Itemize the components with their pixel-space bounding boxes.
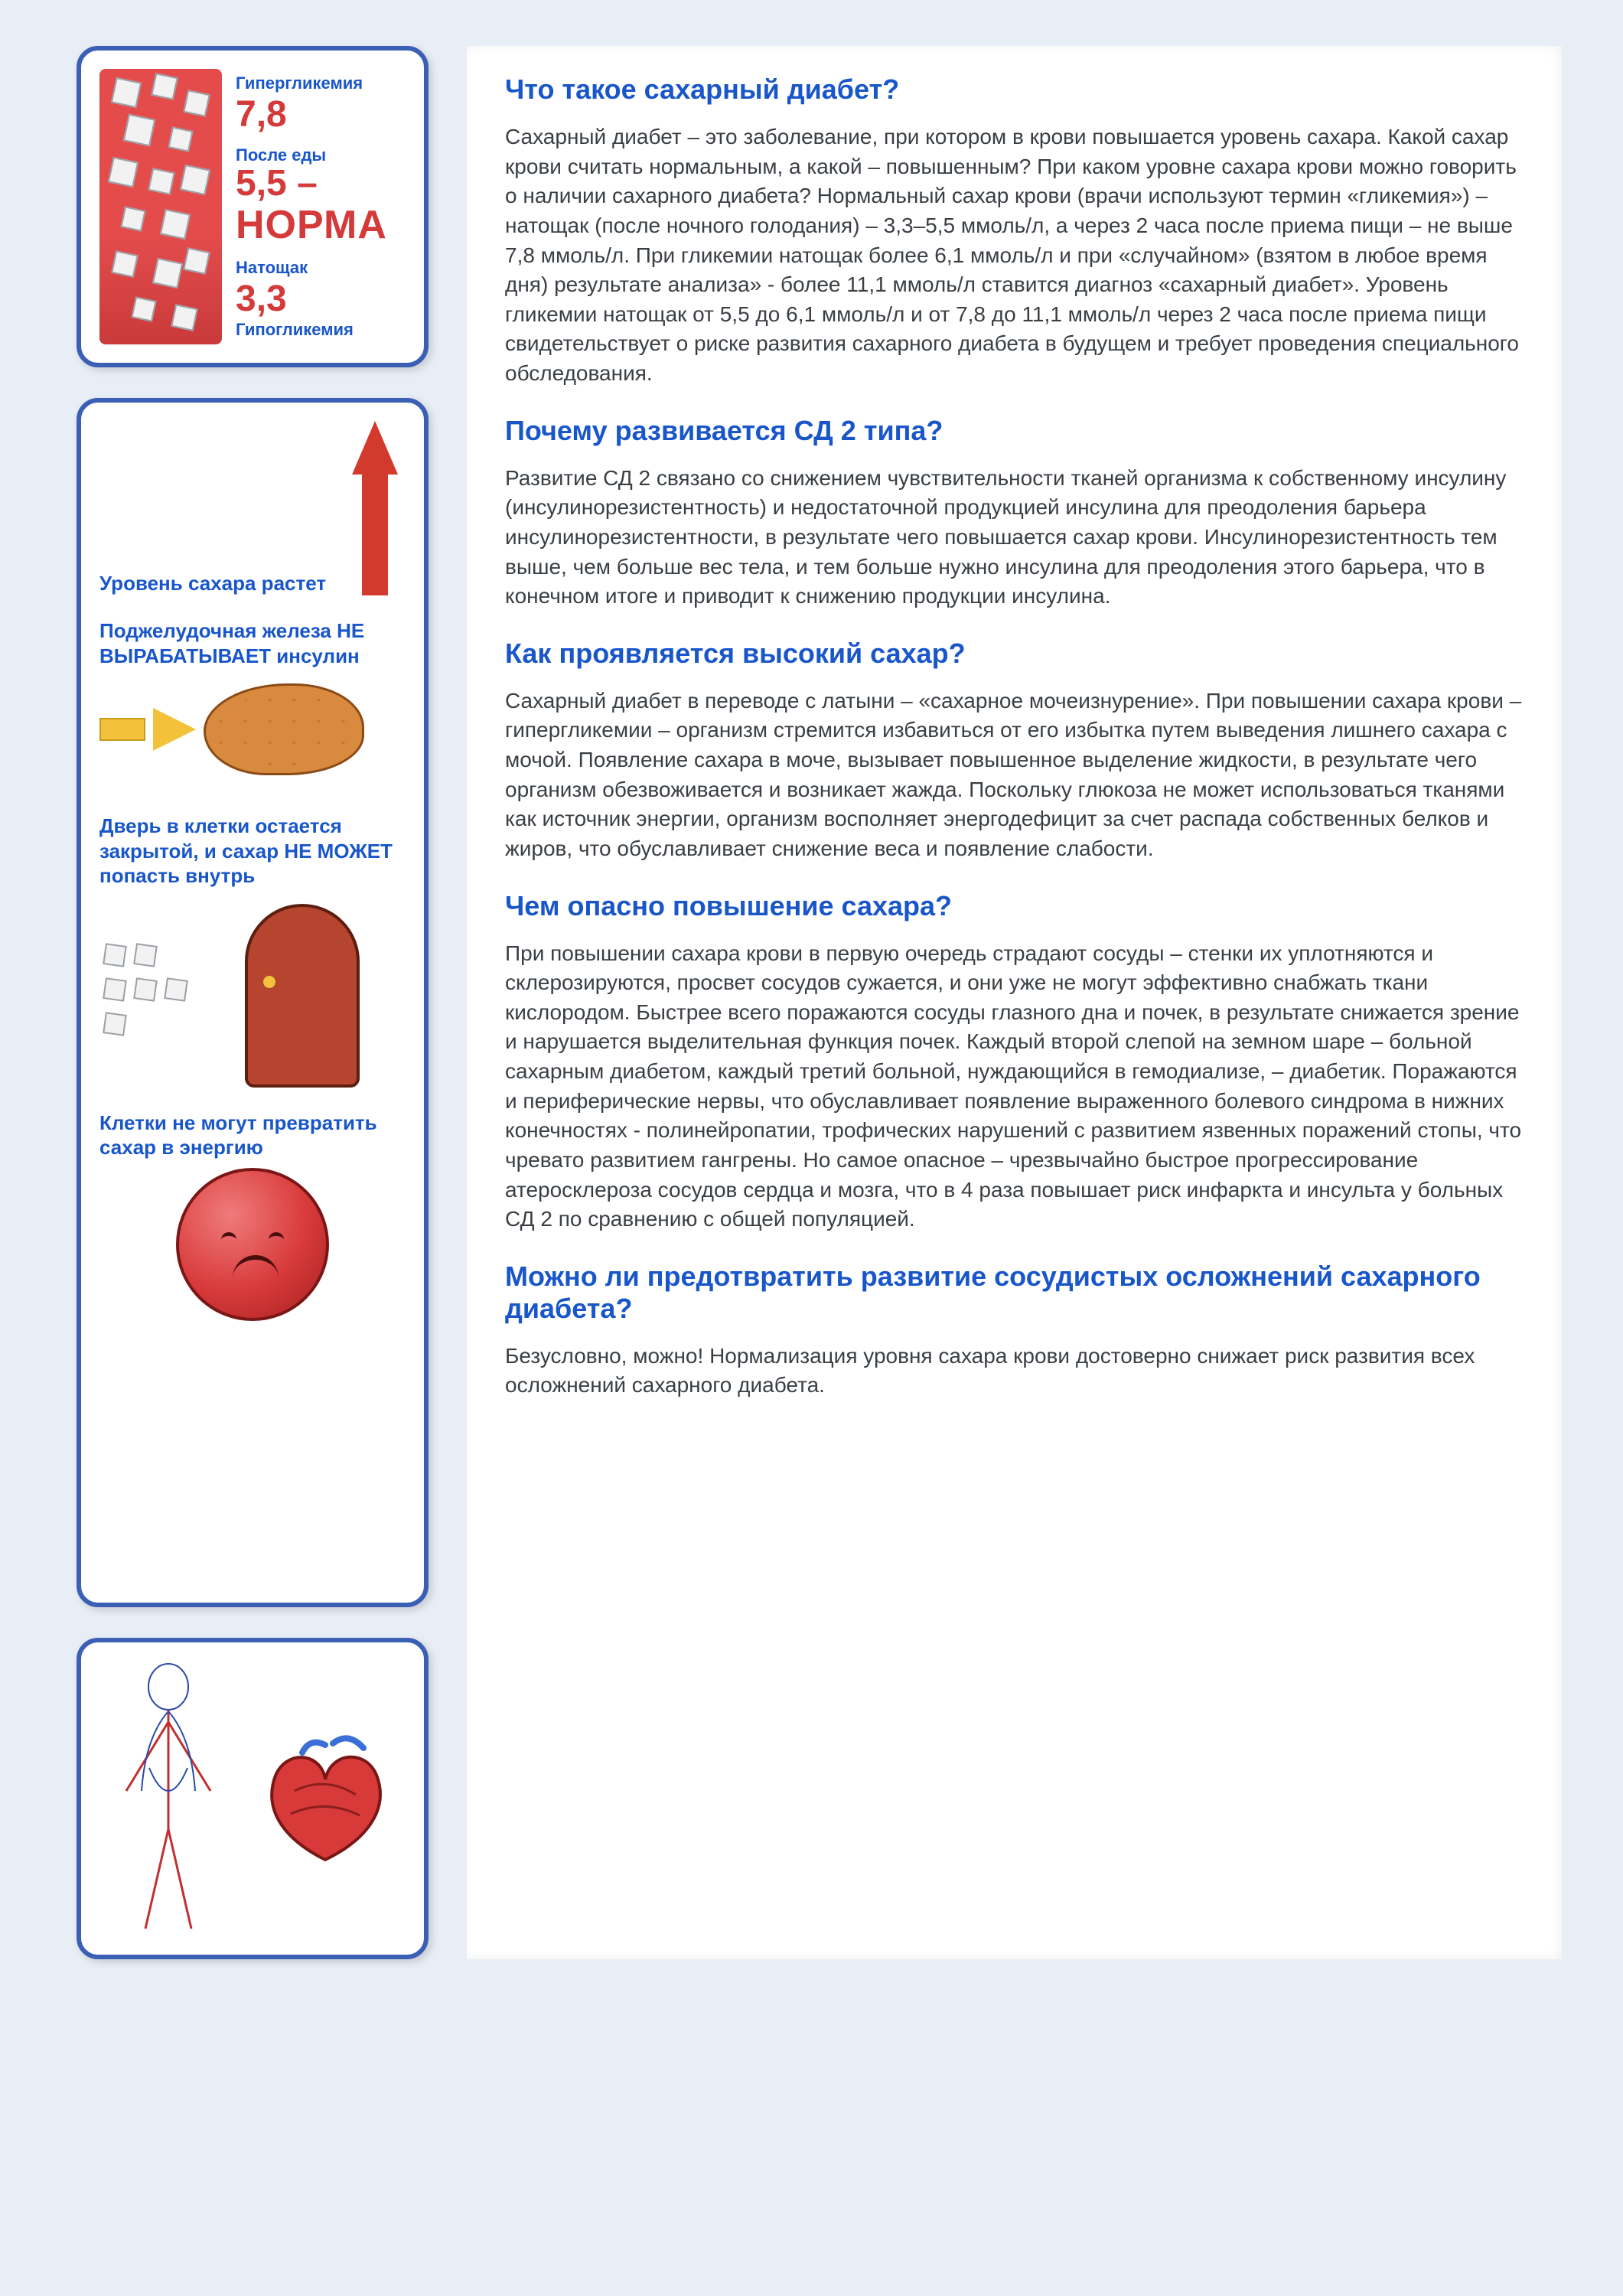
section-heading: Как проявляется высокий сахар? [505, 638, 1531, 670]
range-value: 5,5 – [236, 165, 406, 202]
hypoglycemia-label: Гипогликемия [236, 320, 406, 340]
section-heading: Почему развивается СД 2 типа? [505, 415, 1531, 447]
hyperglycemia-label: Гипергликемия [236, 73, 406, 93]
arrow-right-icon [99, 718, 145, 741]
sugar-cubes-icon [99, 940, 191, 1043]
norma-label: НОРМА [236, 202, 406, 248]
heart-illustration [249, 1722, 402, 1875]
section-body: Сахарный диабет в переводе с латыни – «с… [505, 687, 1531, 864]
section-heading: Чем опасно повышение сахара? [505, 890, 1531, 922]
section-heading: Что такое сахарный диабет? [505, 73, 1531, 106]
glycemia-labels: Гипергликемия 7,8 После еды 5,5 – НОРМА … [236, 69, 406, 344]
section-body: Сахарный диабет – это заболевание, при к… [505, 122, 1531, 389]
section-body: Развитие СД 2 связано со снижением чувст… [505, 464, 1531, 612]
page-root: Гипергликемия 7,8 После еды 5,5 – НОРМА … [77, 46, 1562, 1959]
blood-bar-illustration [99, 69, 222, 344]
process-step4-text: Клетки не могут превратить сахар в энерг… [99, 1110, 406, 1160]
pancreas-illustration [204, 683, 364, 775]
arrow-up-icon [344, 421, 406, 595]
process-panel: Уровень сахара растет Поджелудочная желе… [77, 398, 429, 1607]
section-body: Безусловно, можно! Нормализация уровня с… [505, 1342, 1531, 1401]
section-heading: Можно ли предотвратить развитие сосудист… [505, 1261, 1531, 1325]
sad-cell-illustration [176, 1168, 329, 1321]
process-step2-text: Поджелудочная железа НЕ ВЫРАБАТЫВАЕТ инс… [99, 618, 406, 668]
glycemia-panel: Гипергликемия 7,8 После еды 5,5 – НОРМА … [77, 46, 429, 367]
process-step1-text: Уровень сахара растет [99, 571, 329, 596]
main-content: Что такое сахарный диабет? Сахарный диаб… [467, 46, 1562, 1959]
process-step3-text: Дверь в клетки остается закрытой, и саха… [99, 814, 406, 889]
hyperglycemia-value: 7,8 [236, 93, 406, 135]
fasting-value: 3,3 [236, 278, 406, 320]
closed-door-illustration [245, 904, 360, 1088]
sidebar: Гипергликемия 7,8 После еды 5,5 – НОРМА … [77, 46, 429, 1959]
section-body: При повышении сахара крови в первую очер… [505, 939, 1531, 1234]
human-circulatory-illustration [103, 1661, 233, 1936]
fasting-label: Натощак [236, 258, 406, 278]
body-heart-panel [77, 1638, 429, 1959]
